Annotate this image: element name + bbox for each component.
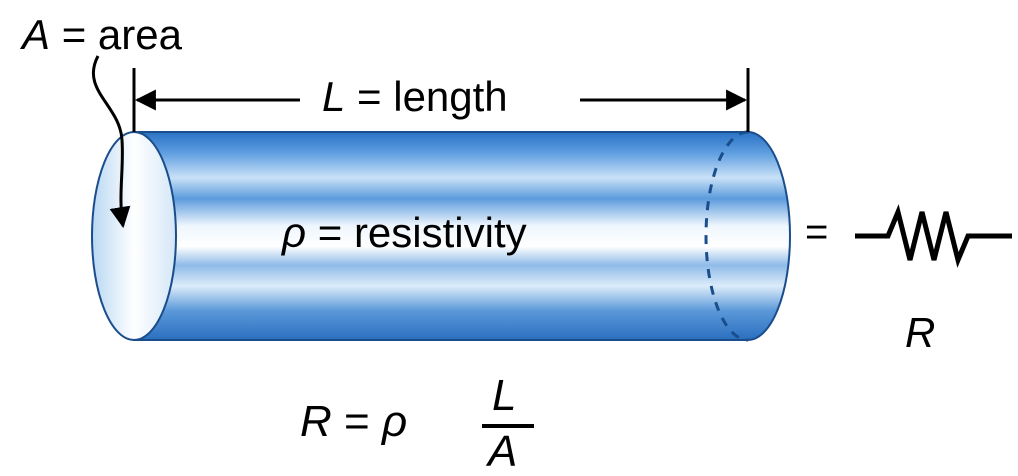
area-equals: = [61, 11, 87, 58]
formula-left-side: R = ρ [300, 400, 407, 444]
formula-denominator: A [488, 427, 518, 476]
resistor-symbol [855, 204, 1012, 268]
length-label: L = length [316, 76, 514, 118]
formula-equals: = [344, 397, 370, 446]
resistivity-text: resistivity [353, 209, 527, 256]
length-equals: = [357, 73, 382, 120]
formula-r: R [300, 397, 332, 446]
resistivity-label: ρ = resistivity [282, 212, 527, 254]
fraction-bar [482, 424, 534, 428]
conductor-cylinder [133, 131, 791, 341]
rho-symbol: ρ [282, 209, 307, 256]
equivalence-sign: = [805, 210, 829, 254]
length-symbol: L [322, 73, 346, 120]
area-text: area [97, 11, 182, 58]
cross-section-face [91, 131, 177, 341]
hidden-end-edge [704, 130, 749, 342]
area-arrow [91, 55, 131, 229]
length-text: length [393, 73, 508, 120]
resistance-formula: R = ρ L A [300, 374, 540, 476]
formula-numerator: L [492, 371, 517, 420]
resistor-label: R [905, 309, 936, 356]
formula-rho: ρ [381, 397, 408, 446]
area-symbol: A [22, 11, 51, 58]
area-label: A = area [22, 14, 182, 56]
resistivity-equals: = [317, 209, 343, 256]
